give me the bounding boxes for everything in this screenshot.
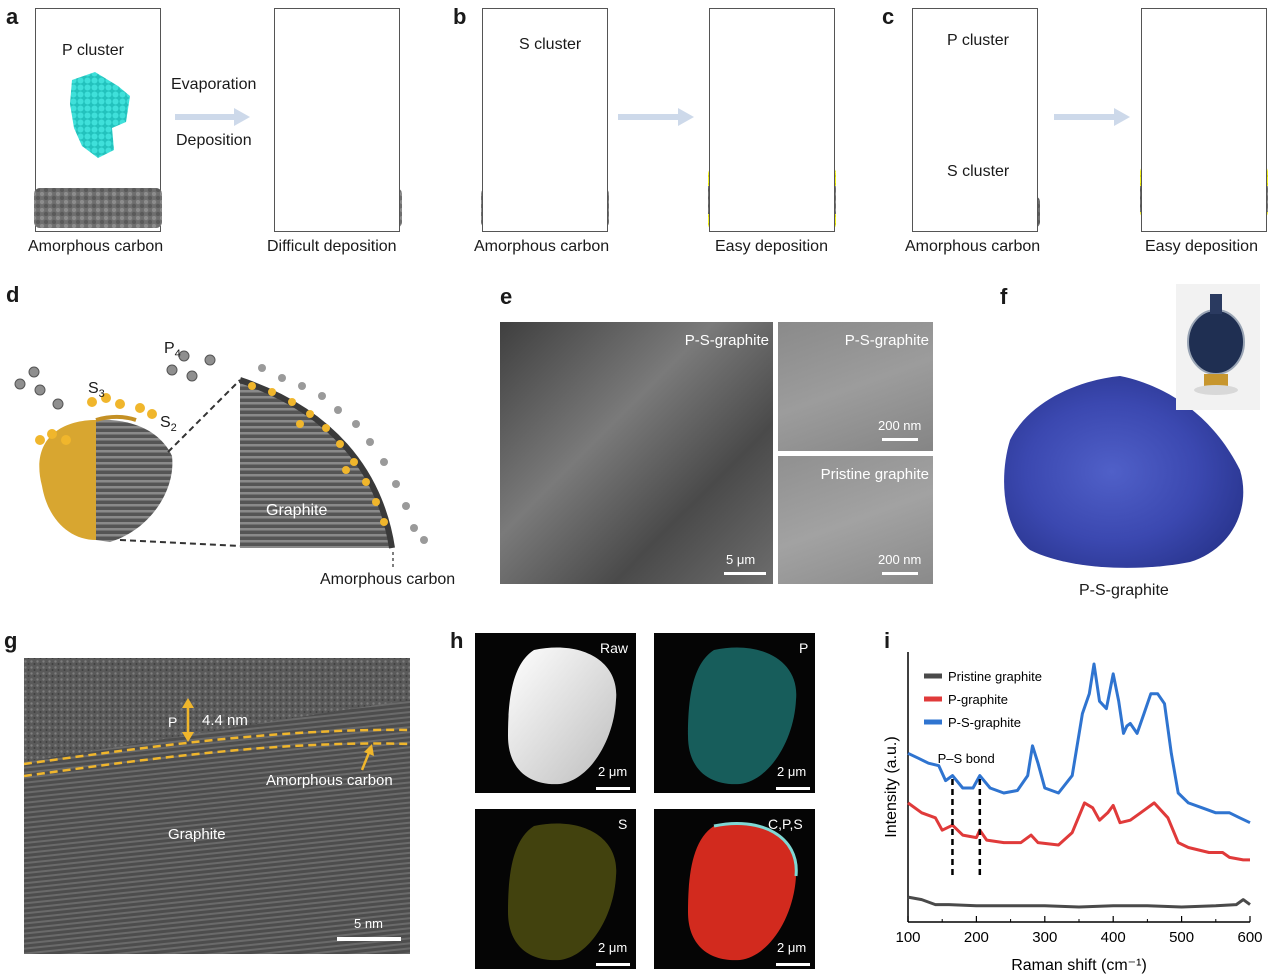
legend-label-2: P-S-graphite [948,715,1021,730]
x-tick-label-100: 100 [895,929,920,946]
panel-c-left-box [912,8,1038,232]
particle-graphite-half [96,419,173,542]
sem-top-label: P-S-graphite [844,332,929,349]
panel-b-left-caption: Amorphous carbon [474,238,610,255]
legend-label-0: Pristine graphite [948,669,1042,684]
sem-top-scalebar [882,438,918,441]
panel-b-left-box [482,8,608,232]
legend-label-1: P-graphite [948,692,1008,707]
tem-graphite-label: Graphite [168,826,226,843]
ps-bond-annotation: P–S bond [938,751,995,766]
sem-main-scalebar [724,572,766,575]
tem-thickness: 4.4 nm [202,712,248,729]
panel-letter-h: h [450,628,464,653]
x-tick-label-500: 500 [1169,929,1194,946]
blue-powder-photo [1004,284,1260,568]
label-amorphous-d: Amorphous carbon [320,571,456,588]
powder-heap [1004,376,1244,568]
label-graphite-d: Graphite [266,502,328,519]
carbon-a-left [34,188,162,228]
panel-c-right-caption: Easy deposition [1145,238,1258,255]
eds-raw-label: Raw [600,640,629,656]
x-axis-label: Raman shift (cm⁻¹) [1011,957,1147,974]
panel-a-cluster-label: P cluster [62,42,124,59]
eds-p-label: P [799,640,809,656]
panel-a-right-box [274,8,400,232]
panel-letter-g: g [4,628,18,653]
sem-main: P-S-graphite 5 μm [500,322,773,584]
panel-letter-e: e [500,284,513,309]
sem-bottom: Pristine graphite 200 nm [778,456,933,584]
eds-p-scale: 2 μm [777,764,807,779]
tem-scale-label: 5 nm [354,916,383,931]
sem-top-scale-label: 200 nm [878,418,922,433]
raman-chart: 100 200 300 400 500 600 Raman shift (cm⁻¹) Inte… [883,652,1263,974]
sem-bottom-scale-label: 200 nm [878,552,922,567]
eds-raw-scale: 2 μm [598,764,628,779]
eds-cps-label: C,P,S [768,816,803,832]
panel-letter-d: d [6,282,20,307]
x-tick-label-400: 400 [1101,929,1126,946]
particle-shell [39,420,96,540]
p-cluster-a [70,72,130,158]
panel-a-right-caption: Difficult deposition [267,238,397,255]
panel-c-p-label: P cluster [947,32,1009,49]
tem-amorphous-label: Amorphous carbon [266,772,393,789]
panel-a-arrow-top: Evaporation [171,76,257,93]
x-tick-label-300: 300 [1032,929,1057,946]
series-line-p-s-graphite [907,662,1251,825]
sem-main-label: P-S-graphite [684,332,769,349]
interface-line-2 [23,742,411,778]
panel-f-caption: P-S-graphite [1079,582,1169,599]
interface-line-1 [23,728,411,766]
series-line-p-graphite [907,801,1250,862]
arrow-a [175,108,250,126]
graphite-wedge [240,380,392,548]
label-p4: P4 [164,340,181,361]
eds-cps-scale: 2 μm [777,940,807,955]
eds-s-label: S [618,816,628,832]
eds-s-scale: 2 μm [598,940,628,955]
panel-c-left-caption: Amorphous carbon [905,238,1041,255]
label-s2: S2 [160,414,177,435]
floating-p4 [14,350,216,410]
tem-p-label: P [168,714,178,730]
panel-c-right-box [1141,8,1267,232]
panel-letter-a: a [6,4,19,29]
panel-letter-c: c [882,4,895,29]
y-axis-label: Intensity (a.u.) [883,736,900,837]
panel-a-arrow-bottom: Deposition [176,132,252,149]
sem-bottom-scalebar [882,572,918,575]
panel-letter-b: b [453,4,467,29]
series-line-pristine-graphite [907,895,1251,909]
panel-b-cluster-label: S cluster [519,36,582,53]
panel-letter-i: i [884,628,891,653]
arrow-c [1054,108,1130,126]
arrow-b [618,108,694,126]
panel-c-s-label: S cluster [947,163,1010,180]
floating-s [35,393,157,445]
sem-main-scale-label: 5 μm [726,552,756,567]
panel-letter-f: f [1000,284,1008,309]
x-tick-label-600: 600 [1237,929,1262,946]
panel-b-right-caption: Easy deposition [715,238,828,255]
molecules-on-arc [248,382,388,526]
x-tick-label-200: 200 [964,929,989,946]
panel-a-left-caption: Amorphous carbon [28,238,164,255]
sem-bottom-label: Pristine graphite [820,466,929,483]
panel-b-right-box [709,8,835,232]
label-s3: S3 [88,380,105,401]
p4-molecules-arc [258,364,428,544]
sem-top: P-S-graphite 200 nm [778,322,933,451]
